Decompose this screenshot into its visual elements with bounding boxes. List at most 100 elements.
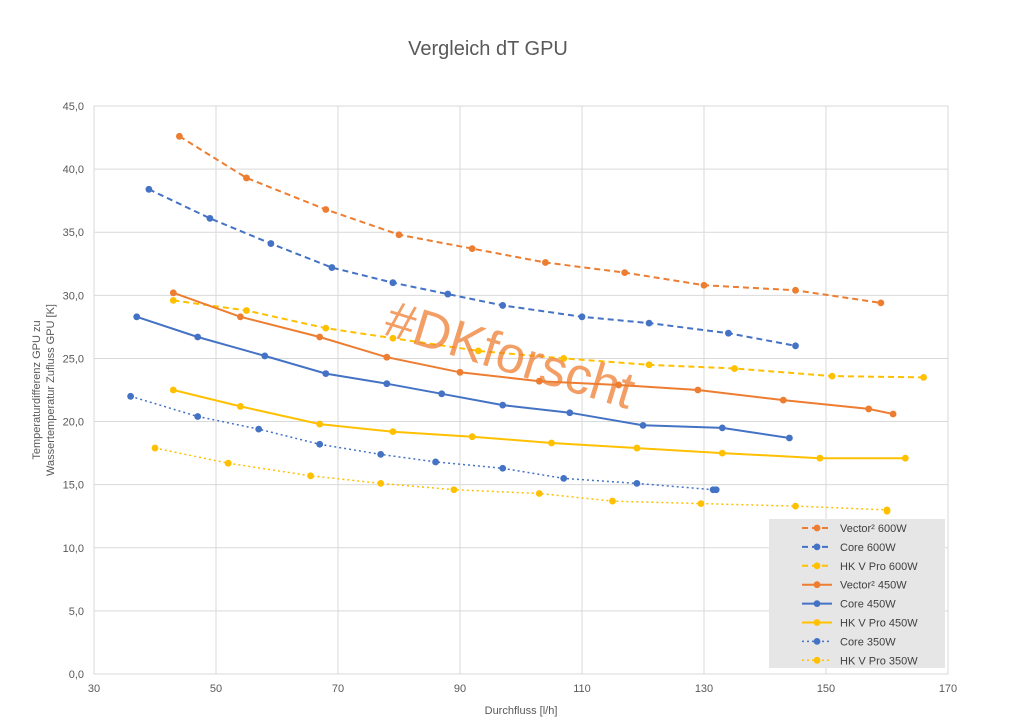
x-tick-label: 170 [939, 683, 957, 695]
data-point [243, 307, 250, 314]
data-point [828, 372, 836, 380]
series-4 [133, 313, 793, 442]
legend-swatch-marker [813, 543, 821, 551]
data-point [389, 428, 397, 436]
series-line [130, 395, 717, 491]
x-axis-label: Durchfluss [l/h] [485, 705, 558, 717]
data-point [395, 231, 403, 239]
legend-swatch-marker [813, 638, 821, 645]
legend-swatch-marker [813, 581, 821, 589]
y-tick-label: 35,0 [63, 227, 84, 239]
data-point [712, 486, 720, 494]
series-3 [169, 289, 897, 418]
data-point [499, 401, 507, 409]
y-tick-label: 45,0 [63, 101, 84, 113]
data-point [718, 424, 726, 432]
data-point [377, 450, 385, 458]
data-point [307, 472, 314, 480]
legend-label: Core 350W [840, 636, 896, 648]
data-point [127, 392, 134, 400]
data-point [542, 259, 549, 266]
data-point [786, 434, 793, 442]
data-point [468, 433, 476, 441]
x-tick-label: 110 [573, 683, 591, 695]
data-point [237, 403, 244, 410]
data-point [718, 449, 726, 457]
data-point [633, 444, 641, 452]
legend-swatch-marker [813, 524, 821, 532]
data-point [432, 458, 439, 466]
data-point [560, 474, 568, 482]
series-group [127, 132, 927, 515]
data-point [865, 405, 873, 413]
data-point [901, 454, 909, 462]
data-point [237, 313, 244, 321]
data-point [560, 355, 568, 362]
y-axis: 0,0 5,0 10,0 15,0 20,0 25,0 30,0 35,0 40,0 45,0 [63, 101, 84, 681]
data-point [206, 214, 214, 222]
y-tick-label: 10,0 [63, 543, 84, 555]
data-point [450, 486, 458, 494]
data-point [548, 439, 555, 447]
data-point [731, 365, 738, 372]
data-point [621, 269, 629, 277]
data-point [792, 502, 799, 510]
series-line [148, 188, 796, 347]
data-point [145, 185, 153, 193]
data-point [645, 361, 653, 369]
data-point [169, 386, 177, 394]
data-point [883, 507, 891, 515]
series-1 [145, 185, 799, 350]
data-point [639, 421, 647, 429]
data-point [792, 342, 799, 350]
data-point [383, 353, 391, 361]
plot-area-border [93, 105, 949, 675]
legend-label: HK V Pro 350W [840, 655, 918, 667]
y-tick-label: 5,0 [69, 606, 84, 618]
data-point [438, 390, 446, 398]
data-point [322, 324, 330, 332]
legend-swatch-marker [813, 562, 821, 570]
data-point [578, 313, 586, 321]
legend-label: Vector² 450W [840, 580, 907, 592]
legend-swatch-marker [813, 656, 821, 664]
data-point [224, 459, 232, 467]
data-point [499, 302, 507, 309]
series-line [173, 389, 906, 460]
chart-title: Vergleich dT GPU [408, 38, 568, 60]
data-point [615, 381, 622, 389]
x-tick-label: 30 [88, 683, 100, 695]
series-2 [169, 296, 927, 381]
data-point [889, 410, 897, 418]
data-point [316, 440, 324, 448]
data-point [535, 377, 543, 385]
data-point [322, 206, 330, 213]
data-point [322, 370, 330, 377]
x-tick-label: 90 [454, 683, 466, 695]
y-tick-label: 0,0 [69, 669, 84, 681]
y-tick-label: 15,0 [63, 480, 84, 492]
data-point [779, 396, 787, 404]
y-axis-label-line-2: Wassertemperatur Zufluss GPU [K] [45, 304, 57, 476]
y-tick-label: 40,0 [63, 164, 84, 176]
x-tick-label: 150 [817, 683, 835, 695]
data-point [456, 368, 464, 376]
data-point [194, 333, 202, 341]
data-point [645, 319, 653, 327]
data-point [169, 289, 177, 297]
legend-swatch-marker [813, 600, 821, 607]
data-point [725, 329, 732, 337]
data-point [243, 174, 250, 182]
data-point [535, 490, 543, 497]
legend-label: Core 450W [840, 599, 896, 611]
watermark: #DKforscht [378, 290, 641, 421]
y-axis-label-line-1: Temperaturdifferenz GPU zu [31, 320, 43, 459]
data-point [316, 420, 324, 428]
series-6 [127, 392, 720, 494]
data-point [316, 333, 324, 341]
data-point [133, 313, 141, 321]
series-line [173, 299, 924, 379]
data-point [444, 290, 452, 298]
y-tick-label: 25,0 [63, 353, 84, 365]
